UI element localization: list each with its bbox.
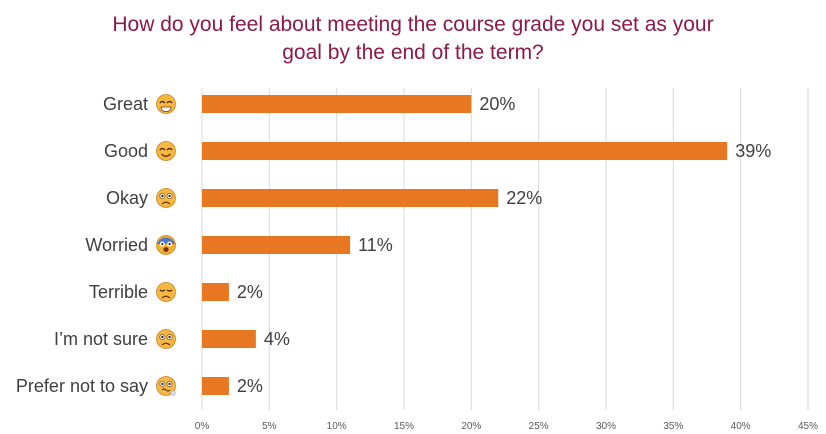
bar	[202, 95, 472, 113]
fearful-face-icon	[156, 235, 176, 255]
value-label: 22%	[506, 188, 542, 208]
x-tick-label: 35%	[663, 421, 683, 432]
category-label: Terrible	[89, 282, 148, 302]
confused-face-icon	[156, 329, 176, 349]
x-tick-label: 25%	[529, 421, 549, 432]
category-icons	[156, 94, 176, 396]
x-tick-label: 5%	[262, 421, 277, 432]
grinning-face-icon	[156, 94, 176, 114]
value-label: 4%	[264, 329, 290, 349]
x-tick-label: 30%	[596, 421, 616, 432]
category-label: I’m not sure	[54, 329, 148, 349]
pensive-face-icon	[156, 282, 176, 302]
bars	[202, 95, 728, 395]
x-tick-label: 10%	[327, 421, 347, 432]
bar	[202, 283, 229, 301]
bar	[202, 142, 728, 160]
chart-title-line-1: How do you feel about meeting the course…	[112, 13, 713, 36]
category-label: Worried	[85, 235, 148, 255]
value-label: 2%	[237, 376, 263, 396]
bar	[202, 330, 256, 348]
category-label: Good	[104, 141, 148, 161]
value-label: 39%	[735, 141, 771, 161]
value-labels: 20% 39% 22% 11% 2% 4% 2%	[237, 94, 771, 396]
x-axis-ticks: 0% 5% 10% 15% 20% 25% 30% 35% 40% 45%	[195, 421, 818, 432]
value-label: 11%	[358, 235, 393, 255]
gridlines	[201, 88, 809, 410]
category-labels: Great Good Okay Worried Terrible I’m not sure…	[16, 94, 148, 396]
chart-title: How do you feel about meeting the course…	[112, 13, 713, 64]
x-tick-label: 45%	[798, 421, 818, 432]
x-tick-label: 0%	[195, 421, 210, 432]
bar	[202, 189, 499, 207]
worried-face-icon	[156, 188, 176, 208]
x-tick-label: 15%	[394, 421, 414, 432]
value-label: 2%	[237, 282, 263, 302]
category-label: Prefer not to say	[16, 376, 148, 396]
woozy-face-icon	[156, 376, 176, 396]
bar	[202, 377, 229, 395]
chart-title-line-2: goal by the end of the term?	[282, 41, 544, 64]
bar	[202, 236, 351, 254]
category-label: Great	[103, 94, 148, 114]
value-label: 20%	[479, 94, 515, 114]
category-label: Okay	[106, 188, 148, 208]
x-tick-label: 20%	[461, 421, 481, 432]
smiling-face-icon	[156, 141, 176, 161]
x-tick-label: 40%	[731, 421, 751, 432]
